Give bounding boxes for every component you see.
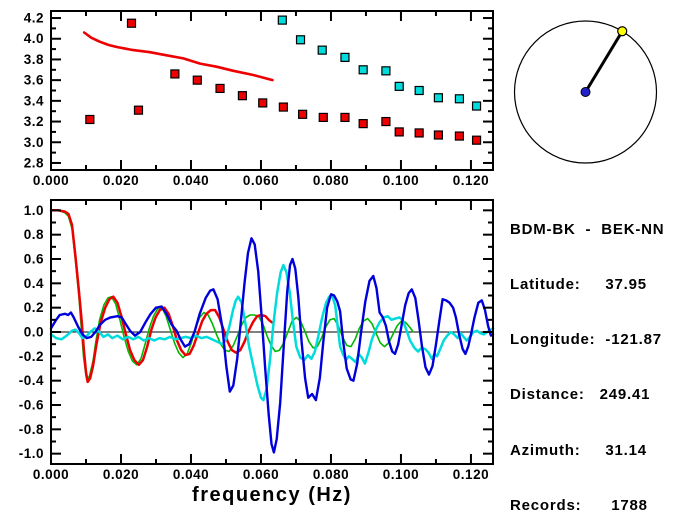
y-tick-label: 2.8 — [24, 155, 44, 170]
x-tick-label: 0.020 — [103, 467, 139, 482]
x-tick-label: 0.120 — [453, 173, 489, 188]
marker-red-squares — [133, 105, 144, 115]
station-longitude-line: Longitude: -121.87 — [510, 331, 662, 349]
y-tick-label: 0.2 — [24, 300, 44, 315]
marker-cyan-squares — [317, 45, 327, 55]
x-tick-label: 0.060 — [243, 467, 279, 482]
marker-red-squares — [85, 114, 95, 125]
remote-station-dot — [617, 26, 628, 37]
marker-red-squares — [237, 91, 248, 101]
marker-red-squares — [433, 130, 444, 140]
marker-cyan-squares — [414, 85, 424, 96]
marker-cyan-squares — [277, 15, 287, 25]
x-tick-label: 0.020 — [103, 173, 139, 188]
y-tick-label: 0.4 — [24, 276, 44, 291]
y-tick-label: 3.0 — [24, 135, 44, 150]
station-azimuth-line: Azimuth: 31.14 — [510, 441, 647, 459]
station-latitude-line: Latitude: 37.95 — [510, 276, 647, 294]
y-tick-label: 0.8 — [24, 227, 44, 242]
y-tick-label: 0.6 — [24, 252, 44, 267]
x-tick-label: 0.040 — [173, 467, 209, 482]
marker-red-squares — [126, 18, 137, 28]
series-green-trace — [50, 209, 415, 382]
compass-circle — [513, 20, 658, 164]
x-tick-label: 0.000 — [33, 173, 69, 188]
y-tick-label: 3.4 — [24, 93, 44, 108]
marker-red-squares — [340, 112, 350, 123]
azimuth-compass — [513, 20, 658, 164]
marker-cyan-squares — [433, 93, 444, 103]
marker-red-squares — [298, 109, 308, 119]
y-tick-label: 3.6 — [24, 73, 44, 88]
station-records-line: Records: 1788 — [510, 496, 648, 514]
marker-red-squares — [215, 83, 225, 94]
marker-red-squares — [278, 102, 288, 112]
y-tick-label: -0.6 — [19, 397, 44, 412]
x-tick-label: 0.100 — [383, 467, 419, 482]
y-tick-label: -1.0 — [19, 446, 44, 461]
marker-red-squares — [381, 116, 391, 127]
marker-cyan-squares — [471, 101, 482, 111]
x-tick-label: 0.060 — [243, 173, 279, 188]
series-red-trace — [49, 209, 274, 384]
dispersion-frame — [50, 10, 494, 171]
y-tick-label: 0.0 — [24, 325, 44, 340]
x-tick-label: 0.000 — [33, 467, 69, 482]
marker-red-squares — [258, 98, 268, 108]
x-tick-label: 0.040 — [173, 173, 209, 188]
station-distance-line: Distance: 249.41 — [510, 386, 651, 404]
station-pair-title: BDM-BK - BEK-NN — [510, 220, 665, 238]
marker-cyan-squares — [340, 52, 350, 62]
series-red-curve — [82, 31, 274, 82]
azimuth-line — [584, 30, 624, 93]
y-tick-label: -0.2 — [19, 349, 44, 364]
y-tick-label: -0.4 — [19, 373, 44, 388]
waveform-chart: 0.000 0.020 0.040 0.060 0.080 0.100 0.120 1.0 0.… — [19, 199, 495, 506]
y-tick-label: 1.0 — [24, 203, 44, 218]
marker-red-squares — [318, 112, 328, 123]
y-tick-label: 3.2 — [24, 114, 44, 129]
marker-red-squares — [471, 135, 482, 145]
y-tick-label: 4.0 — [24, 31, 44, 46]
x-axis-label: frequency (Hz) — [192, 484, 352, 506]
y-tick-label: 3.8 — [24, 52, 44, 67]
marker-red-squares — [192, 75, 202, 85]
x-tick-label: 0.080 — [313, 467, 349, 482]
x-tick-label: 0.100 — [383, 173, 419, 188]
y-tick-label: 4.2 — [24, 11, 44, 26]
series-cyan-trace — [49, 263, 495, 402]
station-info-block: BDM-BK - BEK-NN Latitude: 37.95 Longitud… — [510, 184, 664, 519]
marker-cyan-squares — [358, 65, 368, 75]
marker-cyan-squares — [295, 35, 306, 45]
center-station-dot — [580, 87, 591, 97]
marker-red-squares — [394, 127, 404, 137]
marker-red-squares — [358, 119, 368, 129]
x-tick-label: 0.120 — [453, 467, 489, 482]
marker-cyan-squares — [394, 81, 404, 91]
marker-red-squares — [414, 128, 424, 138]
marker-red-squares — [454, 131, 465, 141]
marker-cyan-squares — [381, 66, 391, 76]
series-blue-trace — [49, 237, 495, 454]
x-tick-label: 0.080 — [313, 173, 349, 188]
dispersion-chart: 0.000 0.020 0.040 0.060 0.080 0.100 0.120 4.2 4.… — [24, 10, 494, 188]
marker-red-squares — [170, 69, 180, 79]
marker-cyan-squares — [454, 94, 465, 104]
y-tick-label: -0.8 — [19, 422, 44, 437]
